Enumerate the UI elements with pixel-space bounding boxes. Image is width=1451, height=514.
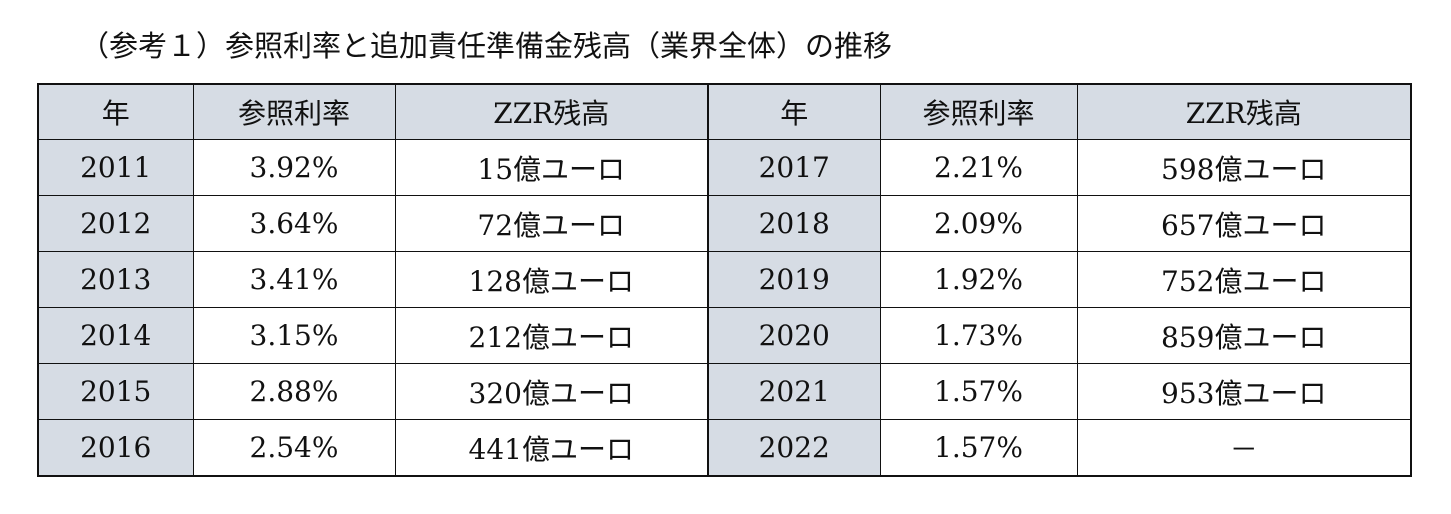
year-cell: 2014: [37, 307, 194, 364]
header-year: 年: [37, 83, 194, 140]
zzr-balance-cell: 657億ユーロ: [1076, 195, 1412, 252]
reference-rate-cell: 2.54%: [192, 419, 396, 477]
table-header-row: 年 参照利率 ZZR残高 年 参照利率 ZZR残高: [37, 83, 1412, 140]
year-cell: 2019: [707, 251, 881, 308]
zzr-balance-cell: 441億ユーロ: [394, 419, 709, 477]
zzr-balance-cell: 859億ユーロ: [1076, 307, 1412, 364]
year-cell: 2017: [707, 139, 881, 196]
reference-rate-cell: 1.57%: [879, 419, 1078, 477]
reference-rate-cell: 1.73%: [879, 307, 1078, 364]
reference-rate-cell: 3.92%: [192, 139, 396, 196]
header-zzr-balance: ZZR残高: [1076, 83, 1412, 140]
reference-rate-cell: 3.15%: [192, 307, 396, 364]
reference-rate-cell: 1.57%: [879, 363, 1078, 420]
interest-rate-zzr-table: 年 参照利率 ZZR残高 年 参照利率 ZZR残高 2011 3.92% 15億…: [37, 83, 1412, 477]
zzr-balance-cell: 752億ユーロ: [1076, 251, 1412, 308]
zzr-balance-cell: －: [1076, 419, 1412, 477]
zzr-balance-cell: 598億ユーロ: [1076, 139, 1412, 196]
zzr-balance-cell: 15億ユーロ: [394, 139, 709, 196]
zzr-balance-cell: 72億ユーロ: [394, 195, 709, 252]
reference-rate-cell: 2.88%: [192, 363, 396, 420]
header-reference-rate: 参照利率: [879, 83, 1078, 140]
table-row: 2015 2.88% 320億ユーロ 2021 1.57% 953億ユーロ: [37, 363, 1412, 420]
zzr-balance-cell: 128億ユーロ: [394, 251, 709, 308]
reference-rate-cell: 2.21%: [879, 139, 1078, 196]
page-title: （参考１）参照利率と追加責任準備金残高（業界全体）の推移: [80, 29, 893, 63]
year-cell: 2013: [37, 251, 194, 308]
zzr-balance-cell: 212億ユーロ: [394, 307, 709, 364]
header-zzr-balance: ZZR残高: [394, 83, 709, 140]
year-cell: 2020: [707, 307, 881, 364]
year-cell: 2011: [37, 139, 194, 196]
year-cell: 2015: [37, 363, 194, 420]
year-cell: 2012: [37, 195, 194, 252]
header-reference-rate: 参照利率: [192, 83, 396, 140]
table-row: 2011 3.92% 15億ユーロ 2017 2.21% 598億ユーロ: [37, 139, 1412, 196]
table-row: 2014 3.15% 212億ユーロ 2020 1.73% 859億ユーロ: [37, 307, 1412, 364]
year-cell: 2016: [37, 419, 194, 477]
table-row: 2012 3.64% 72億ユーロ 2018 2.09% 657億ユーロ: [37, 195, 1412, 252]
zzr-balance-cell: 953億ユーロ: [1076, 363, 1412, 420]
year-cell: 2021: [707, 363, 881, 420]
reference-rate-cell: 2.09%: [879, 195, 1078, 252]
reference-rate-cell: 3.64%: [192, 195, 396, 252]
zzr-balance-cell: 320億ユーロ: [394, 363, 709, 420]
table-row: 2016 2.54% 441億ユーロ 2022 1.57% －: [37, 419, 1412, 477]
header-year: 年: [707, 83, 881, 140]
reference-rate-cell: 3.41%: [192, 251, 396, 308]
year-cell: 2022: [707, 419, 881, 477]
year-cell: 2018: [707, 195, 881, 252]
table-row: 2013 3.41% 128億ユーロ 2019 1.92% 752億ユーロ: [37, 251, 1412, 308]
reference-rate-cell: 1.92%: [879, 251, 1078, 308]
